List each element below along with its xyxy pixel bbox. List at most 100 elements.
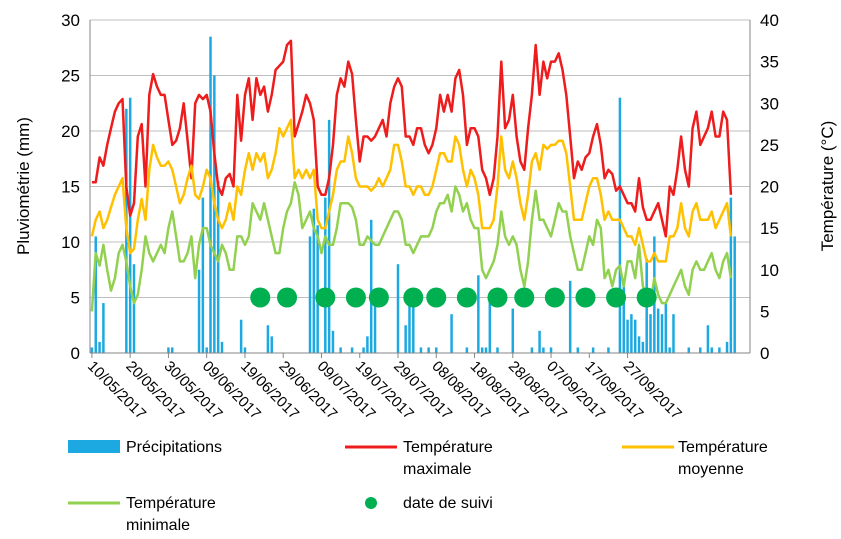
precipitation-bar [94, 236, 97, 353]
precipitation-bar [128, 97, 132, 353]
precipitation-bar [197, 269, 201, 353]
legend-label-temperature-minimale: Température minimale [126, 495, 220, 534]
precipitation-bar [477, 275, 480, 353]
precipitation-bar [312, 208, 316, 353]
legend-item-date-de-suivi: date de suivi [365, 495, 493, 512]
precipitation-bar [216, 180, 220, 353]
y-left-tick-label: 20 [61, 122, 80, 141]
precipitation-bar [656, 308, 660, 353]
precipitation-bar [668, 347, 671, 353]
precipitation-bar [622, 286, 625, 353]
precipitation-bar [733, 236, 736, 353]
precipitation-bar [98, 341, 101, 353]
survey-date-marker [345, 287, 366, 308]
survey-date-marker [426, 287, 447, 308]
precipitation-bar [167, 347, 170, 353]
precipitation-bar [270, 336, 273, 353]
precipitation-bar [687, 347, 691, 353]
survey-date-marker [403, 287, 424, 308]
precipitation-bar [511, 308, 515, 353]
precipitation-bar [324, 197, 327, 353]
precipitation-bar [404, 325, 407, 353]
precipitation-bar [630, 314, 633, 353]
precipitation-bar [213, 75, 216, 353]
precipitation-bar [90, 347, 94, 353]
precipitation-bar [205, 347, 208, 353]
precipitation-bar [419, 347, 423, 353]
y-right-tick-label: 10 [760, 261, 779, 280]
survey-date-marker [368, 287, 389, 308]
precipitation-bar [362, 347, 365, 353]
legend-item-precipitations: Précipitations [68, 439, 222, 456]
precipitation-bar [568, 280, 572, 353]
y-right-tick-label: 0 [760, 344, 769, 363]
precipitation-bar [450, 314, 453, 353]
survey-markers [250, 287, 657, 308]
precipitation-bar [373, 303, 377, 353]
temperature-mean-line [90, 118, 733, 263]
precipitation-bar [396, 264, 400, 353]
legend-item-temperature-minimale: Température minimale [68, 495, 220, 534]
legend-label-date-de-suivi: date de suivi [403, 495, 493, 512]
survey-date-marker [487, 287, 508, 308]
tick-labels: 051015202530051015202530354010/05/201720… [61, 11, 779, 423]
precipitation-bar [637, 336, 641, 353]
precipitation-bar [132, 264, 136, 353]
precipitation-bar [591, 347, 595, 353]
survey-date-marker [315, 287, 336, 308]
legend: Précipitations Température maximale Temp… [68, 439, 768, 534]
temperature-max-line [91, 39, 733, 238]
precipitation-bar [327, 119, 331, 354]
y-left-axis-title: Pluviométrie (mm) [14, 117, 33, 255]
precipitation-bar [618, 97, 622, 353]
legend-swatch-precipitations [68, 440, 120, 453]
y-right-tick-label: 5 [760, 302, 769, 321]
y-left-tick-label: 0 [71, 344, 80, 363]
precipitation-bar [316, 225, 319, 353]
y-left-tick-label: 15 [61, 178, 80, 197]
precipitation-bar [699, 347, 702, 353]
y-left-tick-label: 30 [61, 11, 80, 30]
temperature-lines [90, 39, 733, 312]
precipitation-bar [408, 303, 411, 353]
precipitation-bar [484, 347, 488, 353]
y-right-tick-label: 30 [760, 94, 779, 113]
y-right-tick-label: 20 [760, 178, 779, 197]
precipitation-bar [542, 347, 545, 353]
y-left-tick-label: 5 [71, 289, 80, 308]
precipitation-bar [660, 314, 664, 353]
precipitation-bar [488, 297, 492, 353]
precipitation-bar [530, 347, 534, 353]
precipitation-bar [435, 347, 438, 353]
precipitation-bar [538, 330, 541, 353]
precipitation-bar [427, 347, 430, 353]
legend-label-temperature-minimale-line2: minimale [126, 517, 190, 534]
survey-date-marker [544, 287, 565, 308]
survey-date-marker [606, 287, 627, 308]
precipitation-bar [220, 341, 224, 353]
precipitation-bar [480, 347, 484, 353]
y-left-tick-label: 10 [61, 233, 80, 252]
legend-item-temperature-moyenne: Température moyenne [622, 439, 768, 478]
precipitation-bar [243, 347, 247, 353]
precipitation-bar [576, 347, 580, 353]
precipitation-bar [633, 319, 637, 353]
legend-label-temperature-minimale-line1: Température [126, 495, 216, 512]
precipitation-bar [102, 303, 105, 353]
y-right-tick-label: 40 [760, 11, 779, 30]
precipitation-bar [266, 325, 270, 353]
precipitation-bar [649, 314, 652, 353]
legend-swatch-date-de-suivi [365, 497, 377, 509]
precipitation-bar [366, 336, 369, 353]
y-left-tick-label: 25 [61, 67, 80, 86]
precipitation-bar [664, 303, 668, 353]
precipitation-bar [710, 347, 713, 353]
precipitation-bar [201, 197, 205, 353]
temperature-min-line [90, 181, 733, 312]
precipitation-bar [607, 347, 610, 353]
precipitation-bar [626, 319, 629, 353]
precipitation-bar [350, 347, 354, 353]
y-right-tick-label: 35 [760, 53, 779, 72]
survey-date-marker [514, 287, 535, 308]
